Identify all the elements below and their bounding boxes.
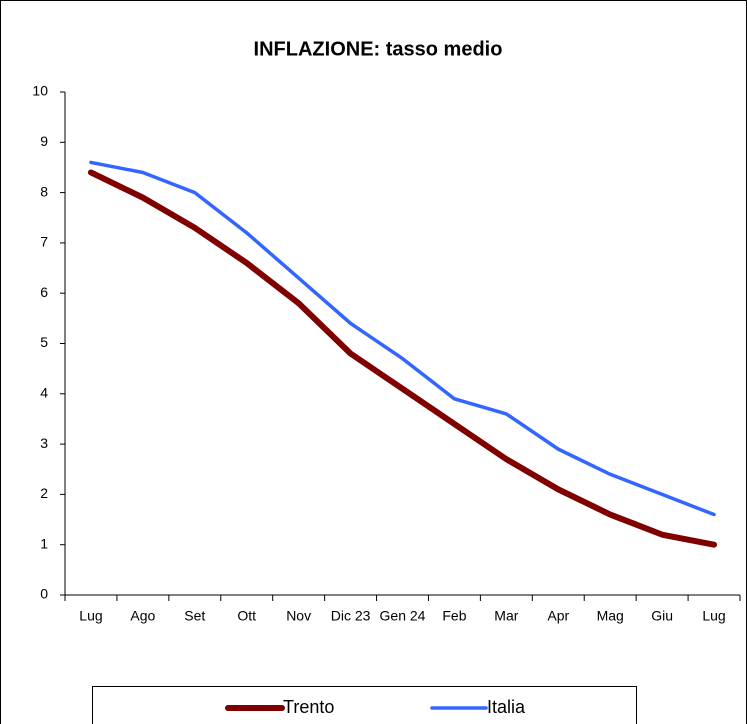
legend-box [92,686,637,724]
x-tick-label: Giu [651,608,673,624]
legend-label: Trento [283,697,334,717]
x-tick-label: Ott [237,608,256,624]
y-tick-label: 8 [40,183,48,199]
y-tick-label: 6 [40,284,48,300]
x-tick-label: Lug [79,608,102,624]
chart-title: INFLAZIONE: tasso medio [254,38,503,60]
y-tick-label: 1 [40,535,48,551]
y-tick-label: 2 [40,485,48,501]
legend-label: Italia [487,697,526,717]
x-tick-label: Gen 24 [380,608,426,624]
y-tick-label: 0 [40,586,48,602]
x-tick-label: Nov [286,608,311,624]
x-tick-label: Feb [442,608,466,624]
x-tick-label: Mag [597,608,624,624]
y-tick-label: 4 [40,385,48,401]
x-tick-label: Mar [494,608,518,624]
y-tick-label: 7 [40,234,48,250]
y-tick-label: 10 [32,83,48,99]
line-series [87,169,718,548]
x-tick-label: Apr [547,608,569,624]
y-tick-label: 3 [40,435,48,451]
y-tick-label: 5 [40,334,48,350]
line-series [89,160,716,517]
x-tick-label: Ago [130,608,155,624]
x-tick-label: Set [184,608,205,624]
x-tick-label: Lug [702,608,725,624]
x-tick-label: Dic 23 [331,608,371,624]
y-tick-label: 9 [40,133,48,149]
